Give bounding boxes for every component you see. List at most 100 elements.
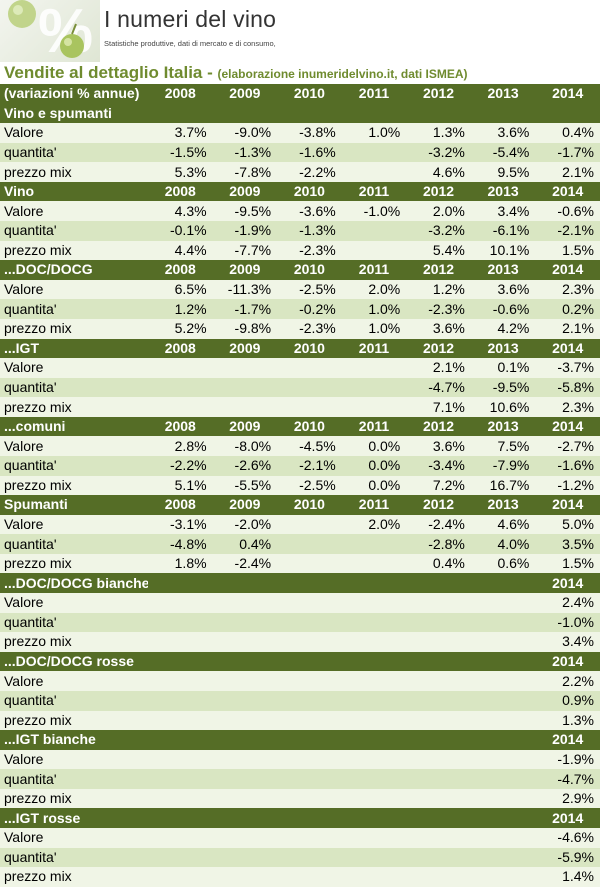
row-label-cell: quantita' <box>0 769 148 789</box>
value-cell: 2.4% <box>535 593 600 613</box>
value-cell: 9.5% <box>470 162 536 182</box>
value-cell: -2.7% <box>535 436 600 456</box>
value-cell <box>277 867 342 887</box>
value-cell <box>470 632 536 652</box>
value-cell: -5.8% <box>535 377 600 398</box>
value-cell <box>212 730 278 750</box>
section-header-row: Vino 2008 2009 2010 2011 2012 2013 2014 <box>0 181 600 202</box>
value-cell: 1.3% <box>406 123 471 143</box>
row-label-cell: prezzo mix <box>0 318 148 339</box>
logo[interactable]: % <box>0 0 100 62</box>
page-title: Vendite al dettaglio Italia - (elaborazi… <box>0 62 600 84</box>
value-cell: 2014 <box>535 573 600 594</box>
value-cell: 2012 <box>406 181 471 202</box>
value-cell <box>277 710 342 731</box>
value-cell: 7.5% <box>470 436 536 456</box>
row-label-cell: prezzo mix <box>0 475 148 496</box>
section-header-row: ...IGT 2008 2009 2010 2011 2012 2013 2014 <box>0 338 600 359</box>
value-cell: 2009 <box>212 181 278 202</box>
row-label-cell: Valore <box>0 436 148 456</box>
brand: I numeri del vino Statistiche produttive… <box>104 6 276 48</box>
value-cell: -2.2% <box>148 455 213 476</box>
value-cell <box>470 710 536 731</box>
value-cell <box>341 377 407 398</box>
value-cell: 1.0% <box>341 318 407 339</box>
value-cell: 0.4% <box>212 534 278 554</box>
table-row: prezzo mix 5.2% -9.8% -2.3% 1.0% 3.6% 4.2% 2.1% <box>0 318 600 339</box>
value-cell: -11.3% <box>212 279 278 300</box>
value-cell: 2009 <box>212 495 278 515</box>
title-source: (elaborazione inumeridelvino.it, dati IS… <box>217 67 468 81</box>
value-cell: 2009 <box>212 260 278 280</box>
brand-subtitle: Statistiche produttive, dati di mercato … <box>104 39 276 48</box>
value-cell: 2012 <box>406 260 471 280</box>
row-label-cell: Vino <box>0 181 148 202</box>
row-label-cell: Valore <box>0 514 148 535</box>
table-row: Valore 6.5% -11.3% -2.5% 2.0% 1.2% 3.6% 2.3% <box>0 279 600 300</box>
value-cell: -7.8% <box>212 162 278 182</box>
value-cell <box>406 593 471 613</box>
value-cell <box>148 377 213 398</box>
value-cell: -9.5% <box>470 377 536 398</box>
value-cell <box>212 593 278 613</box>
value-cell: 1.2% <box>148 299 213 319</box>
value-cell <box>341 573 407 594</box>
value-cell <box>406 632 471 652</box>
value-cell: 3.4% <box>535 632 600 652</box>
section-header-row: ...DOC/DOCG bianche 2014 <box>0 573 600 594</box>
value-cell <box>406 690 471 711</box>
value-cell <box>406 651 471 672</box>
value-cell <box>341 690 407 711</box>
value-cell: -4.6% <box>535 827 600 848</box>
value-cell <box>470 103 536 124</box>
value-cell <box>148 593 213 613</box>
value-cell: 2013 <box>470 416 536 437</box>
value-cell: 1.3% <box>535 710 600 731</box>
value-cell <box>212 103 278 124</box>
value-cell <box>212 358 278 378</box>
value-cell: -2.3% <box>277 240 342 261</box>
value-cell <box>341 769 407 789</box>
value-cell: 16.7% <box>470 475 536 496</box>
value-cell <box>341 612 407 633</box>
value-cell: 5.0% <box>535 514 600 535</box>
value-cell: -1.7% <box>212 299 278 319</box>
value-cell: -1.6% <box>535 455 600 476</box>
value-cell <box>212 397 278 417</box>
value-cell <box>341 397 407 417</box>
value-cell: -2.5% <box>277 279 342 300</box>
value-cell: 2014 <box>535 495 600 515</box>
table-body: (variazioni % annue) 2008 2009 2010 2011 2012… <box>0 84 600 887</box>
table-row: prezzo mix 7.1% 10.6% 2.3% <box>0 397 600 417</box>
site-header: % I numeri del vino Statistiche produtti… <box>0 0 600 62</box>
sales-table: (variazioni % annue) 2008 2009 2010 2011 2012… <box>0 84 600 887</box>
table-row: Valore 2.8% -8.0% -4.5% 0.0% 3.6% 7.5% -2.7% <box>0 436 600 456</box>
value-cell: 2010 <box>277 416 342 437</box>
value-cell <box>470 827 536 848</box>
value-cell <box>212 377 278 398</box>
value-cell: -2.0% <box>212 514 278 535</box>
table-row: Valore 2.1% 0.1% -3.7% <box>0 358 600 378</box>
table-row: quantita' 0.9% <box>0 690 600 711</box>
value-cell <box>341 827 407 848</box>
value-cell: 0.6% <box>470 553 536 574</box>
row-label-cell: Valore <box>0 358 148 378</box>
value-cell: -4.8% <box>148 534 213 554</box>
section-header-row: ...IGT bianche 2014 <box>0 730 600 750</box>
value-cell: 2009 <box>212 338 278 359</box>
value-cell: 0.0% <box>341 475 407 496</box>
row-label-cell: ...IGT rosse <box>0 808 148 828</box>
row-label-cell: quantita' <box>0 221 148 241</box>
section-header-row: Vino e spumanti <box>0 103 600 124</box>
table-row: quantita' -4.7% -9.5% -5.8% <box>0 377 600 398</box>
value-cell: 2010 <box>277 181 342 202</box>
value-cell: 2012 <box>406 495 471 515</box>
value-cell <box>406 749 471 770</box>
brand-title: I numeri del vino <box>104 6 277 32</box>
value-cell <box>341 534 407 554</box>
value-cell <box>341 788 407 809</box>
value-cell <box>277 808 342 828</box>
value-cell <box>212 632 278 652</box>
value-cell: 2012 <box>406 338 471 359</box>
value-cell: -2.3% <box>277 318 342 339</box>
